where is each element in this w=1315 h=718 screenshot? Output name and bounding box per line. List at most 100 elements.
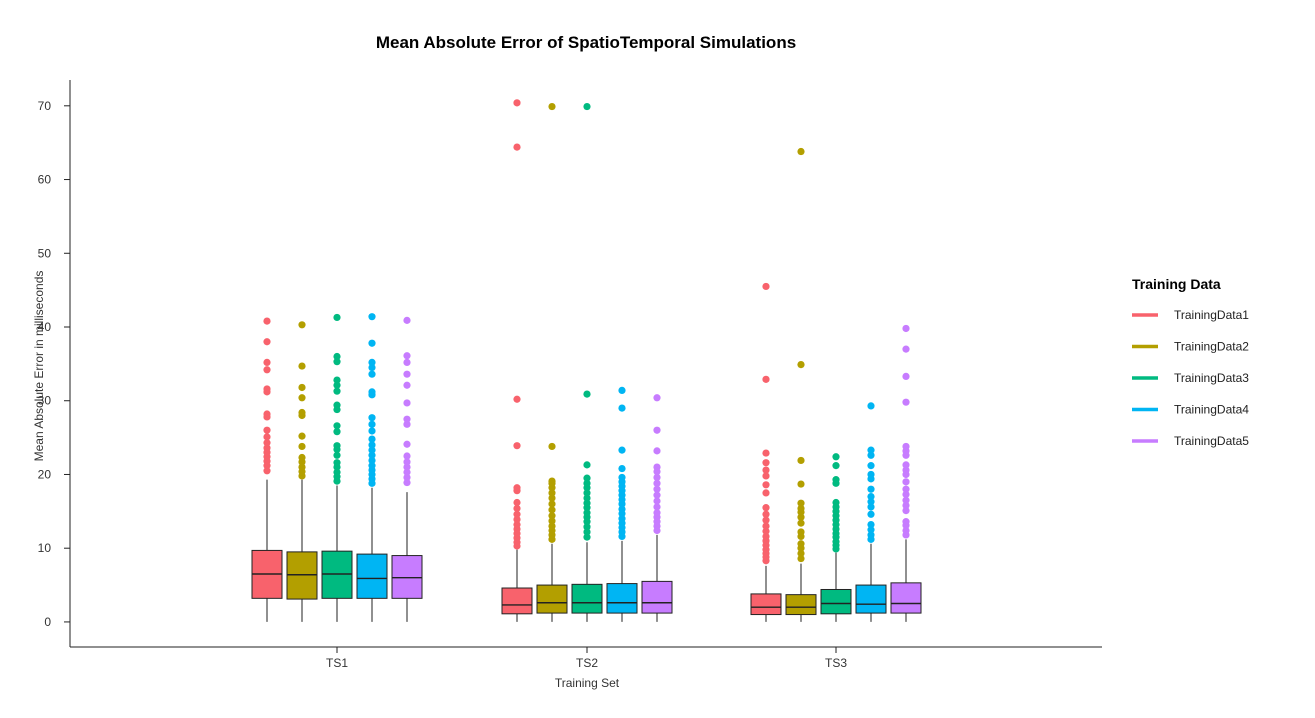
outlier-point — [403, 458, 411, 466]
outlier-point — [902, 485, 910, 493]
outlier-point — [902, 478, 910, 486]
outlier-point — [653, 463, 661, 471]
outlier-point — [618, 505, 626, 513]
outlier-point — [832, 453, 840, 461]
outlier-point — [902, 526, 910, 535]
outlier-point — [583, 461, 591, 469]
outlier-point — [867, 402, 875, 410]
outlier-point — [902, 461, 910, 469]
box-TrainingData4-TS1 — [356, 313, 388, 622]
outlier-point — [797, 504, 805, 512]
outlier-point — [548, 477, 556, 485]
x-tick-label: TS3 — [825, 656, 847, 670]
iqr-box — [820, 588, 852, 615]
outlier-point — [618, 404, 626, 412]
outlier-point — [867, 470, 875, 479]
outlier-point — [902, 506, 910, 515]
outlier-point — [263, 467, 271, 475]
y-tick-label: 70 — [38, 99, 52, 113]
outlier-point — [583, 494, 591, 502]
outlier-point — [368, 462, 376, 470]
outlier-point — [298, 321, 306, 329]
outlier-point — [513, 515, 521, 524]
outlier-point — [263, 358, 271, 366]
outlier-point — [333, 428, 341, 436]
legend-label: TrainingData3 — [1174, 371, 1249, 385]
outlier-point — [333, 459, 341, 467]
outlier-point — [368, 358, 376, 366]
x-tick-label: TS1 — [326, 656, 348, 670]
outlier-point — [403, 440, 411, 448]
outlier-point — [368, 427, 376, 435]
outlier-point — [867, 503, 875, 511]
outlier-point — [548, 522, 556, 530]
outlier-point — [902, 345, 910, 353]
iqr-box — [356, 553, 388, 599]
outlier-point — [762, 472, 770, 480]
iqr-box — [750, 593, 782, 616]
y-axis-ticks: 0 10 20 30 40 50 60 70 — [38, 99, 70, 629]
outlier-point — [762, 510, 770, 518]
legend-label: TrainingData5 — [1174, 434, 1249, 448]
outlier-point — [583, 499, 591, 507]
box-TrainingData1-TS1 — [251, 317, 283, 622]
outlier-point — [403, 420, 411, 428]
outlier-point — [333, 451, 341, 459]
outlier-point — [368, 370, 376, 378]
y-tick-label: 50 — [38, 246, 52, 260]
outlier-point — [263, 366, 271, 374]
outlier-point — [832, 476, 840, 484]
outlier-point — [653, 394, 661, 402]
outlier-point — [298, 442, 306, 451]
outlier-point — [583, 390, 591, 398]
outlier-point — [403, 399, 411, 407]
outlier-point — [333, 442, 341, 450]
outlier-point — [653, 485, 661, 493]
outlier-point — [762, 481, 770, 489]
iqr-box — [321, 550, 353, 599]
outlier-point — [583, 102, 591, 111]
outlier-point — [548, 506, 556, 514]
legend: Training Data TrainingData1 TrainingData2… — [1132, 276, 1249, 448]
outlier-point — [867, 492, 875, 501]
outlier-point — [618, 386, 626, 395]
outlier-point — [333, 401, 341, 409]
outlier-point — [653, 509, 661, 517]
outlier-point — [762, 532, 770, 541]
legend-label: TrainingData4 — [1174, 403, 1249, 417]
outlier-point — [403, 316, 411, 324]
outlier-point — [368, 363, 376, 372]
y-tick-label: 0 — [44, 615, 51, 629]
legend-label: TrainingData2 — [1174, 340, 1249, 354]
outlier-point — [797, 147, 805, 156]
outlier-point — [298, 432, 306, 440]
iqr-box — [890, 582, 922, 614]
outlier-point — [403, 415, 411, 423]
box-TrainingData1-TS2 — [501, 99, 533, 622]
outlier-point — [902, 496, 910, 504]
legend-label: TrainingData1 — [1174, 308, 1249, 322]
outlier-point — [832, 498, 840, 507]
box-TrainingData5-TS2 — [641, 394, 673, 622]
outlier-point — [902, 490, 910, 498]
outlier-point — [368, 456, 376, 465]
outlier-point — [298, 408, 306, 417]
outlier-point — [403, 358, 411, 366]
outlier-point — [653, 447, 661, 455]
outlier-point — [368, 451, 376, 459]
outlier-point — [333, 376, 341, 384]
outlier-point — [513, 395, 521, 403]
outlier-point — [618, 446, 626, 454]
outlier-point — [333, 381, 341, 389]
outlier-point — [263, 433, 271, 441]
outlier-point — [867, 526, 875, 534]
outlier-point — [368, 420, 376, 428]
outlier-point — [653, 503, 661, 511]
outlier-point — [368, 339, 376, 347]
outlier-point — [867, 521, 875, 529]
outlier-point — [653, 473, 661, 482]
legend-items: TrainingData1 TrainingData2 TrainingData3 T… — [1132, 308, 1249, 448]
outlier-point — [618, 473, 626, 482]
outlier-point — [797, 499, 805, 507]
